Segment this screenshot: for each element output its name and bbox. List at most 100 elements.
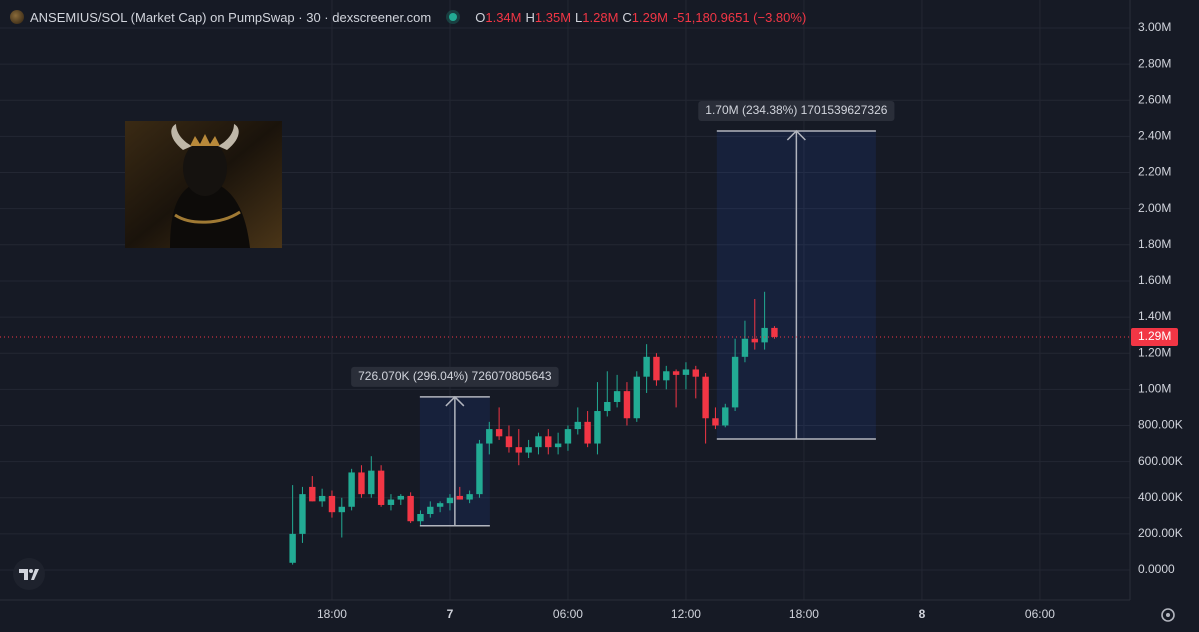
tradingview-logo — [13, 558, 45, 590]
y-tick-label: 600.00K — [1138, 454, 1183, 468]
candle-body — [731, 356, 739, 408]
candle-body — [525, 447, 532, 453]
y-tick-label: 2.80M — [1138, 56, 1171, 70]
y-tick-label: 1.40M — [1138, 309, 1171, 323]
token-icon — [10, 10, 24, 24]
y-tick-label: 3.00M — [1138, 20, 1171, 34]
candle-body — [672, 371, 680, 375]
ohlc-key: H — [525, 9, 535, 25]
candle-body — [515, 447, 522, 453]
candle-body — [417, 514, 424, 522]
candle-body — [741, 338, 749, 357]
arrow-head — [445, 395, 465, 407]
candle-body — [299, 494, 306, 534]
plot-area: 726.070K (296.04%) 726070805643 1.70M (23… — [0, 100, 1130, 565]
ohlc-value: 1.29M — [631, 9, 668, 25]
candle-body — [377, 470, 385, 505]
candle-body — [407, 495, 414, 522]
y-tick-label: 200.00K — [1138, 526, 1183, 540]
candle-body — [554, 443, 562, 448]
y-tick-label: 2.40M — [1138, 129, 1171, 143]
x-tick-label: 18:00 — [789, 607, 819, 621]
ohlc-key: C — [622, 9, 632, 25]
y-tick-label: 1.80M — [1138, 237, 1171, 251]
image-head — [183, 140, 227, 196]
ohlc-value: 1.34M — [485, 9, 522, 25]
candle-body — [318, 495, 326, 502]
candle-body — [722, 407, 729, 426]
candle-body — [328, 495, 336, 513]
gear-ring[interactable] — [1161, 608, 1175, 622]
candle-body — [535, 436, 542, 448]
candle-body — [348, 472, 355, 507]
candle-body — [633, 376, 640, 419]
y-tick-label: 1.00M — [1138, 382, 1171, 396]
image-ornament — [174, 210, 241, 224]
y-tick-label: 2.00M — [1138, 201, 1171, 215]
x-tick-label: 06:00 — [553, 607, 583, 621]
candle-body — [505, 436, 513, 448]
y-tick-label: 1.20M — [1138, 345, 1171, 359]
candle-body — [486, 429, 493, 444]
gear-hub[interactable] — [1166, 613, 1170, 617]
candle-body — [564, 429, 572, 444]
candle-body — [761, 327, 768, 343]
candle-body — [436, 503, 444, 507]
candle-body — [397, 495, 404, 500]
candle-body — [682, 369, 690, 375]
candle-body — [545, 436, 552, 448]
candle-body — [368, 470, 375, 495]
last-price-badge — [1131, 327, 1178, 346]
logo-badge — [13, 558, 45, 590]
x-tick-label: 06:00 — [1025, 607, 1055, 621]
candle-body — [387, 499, 395, 505]
candle-body — [663, 371, 670, 381]
ohlc-value: 1.35M — [534, 9, 572, 25]
image-crown — [190, 134, 220, 146]
candle-body — [584, 421, 591, 444]
candle-body — [358, 472, 365, 495]
candle-body — [653, 356, 660, 381]
ohlc-value: 1.28M — [582, 9, 619, 25]
candle-body — [338, 506, 345, 513]
x-tick-label: 12:00 — [671, 607, 701, 621]
x-tick-label: 7 — [447, 607, 454, 621]
candle-body — [289, 533, 296, 563]
logo-mark — [19, 569, 39, 580]
y-tick-label: 1.60M — [1138, 273, 1171, 287]
candle-body — [466, 494, 473, 500]
candle-body — [712, 418, 719, 426]
measurement-label-box — [351, 366, 559, 387]
candle-body — [594, 411, 601, 444]
candle-body — [574, 421, 581, 430]
candle-body — [771, 327, 778, 337]
token-image — [125, 121, 282, 248]
measurement-label-box — [698, 100, 895, 121]
arrow-head — [786, 129, 806, 141]
candle-body — [427, 506, 434, 515]
candle-body — [476, 443, 483, 495]
measurement: 1.70M (234.38%) 1701539627326 — [698, 100, 895, 440]
candle-body — [495, 429, 503, 437]
measurement-label: 1.70M (234.38%) 1701539627326 — [705, 103, 887, 117]
candle-body — [643, 356, 650, 377]
x-tick-label: 18:00 — [317, 607, 347, 621]
candle-body — [446, 497, 454, 504]
y-tick-label: 400.00K — [1138, 490, 1183, 504]
header: ANSEMIUS/SOL (Market Cap) on PumpSwap · … — [10, 8, 806, 26]
y-tick-label: 2.60M — [1138, 92, 1171, 106]
x-tick-label: 8 — [919, 607, 926, 621]
settings-icon[interactable] — [1161, 608, 1175, 622]
y-tick-label: 0.0000 — [1138, 562, 1175, 576]
change: -51,180.9651 (−3.80%) — [672, 9, 807, 25]
candle-body — [702, 376, 709, 419]
ohlc-key: O — [475, 9, 486, 25]
y-tick-label: 800.00K — [1138, 418, 1183, 432]
y-tick-label: 2.20M — [1138, 165, 1171, 179]
chart-title: ANSEMIUS/SOL (Market Cap) on PumpSwap · … — [30, 9, 432, 25]
candle-body — [692, 369, 699, 377]
candle-body — [604, 401, 611, 412]
